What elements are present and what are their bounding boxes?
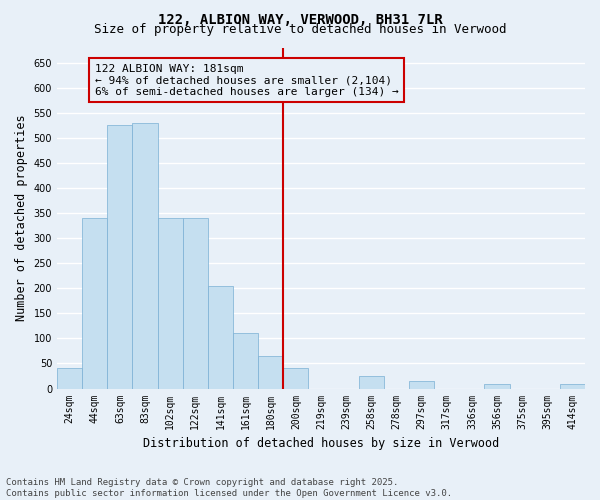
Bar [57,368,82,388]
Bar [208,286,233,389]
Bar [183,218,208,388]
Bar [82,218,107,388]
Text: 122, ALBION WAY, VERWOOD, BH31 7LR: 122, ALBION WAY, VERWOOD, BH31 7LR [158,12,442,26]
Bar [133,122,158,388]
Bar [258,356,283,388]
Bar [107,125,133,388]
Text: Contains HM Land Registry data © Crown copyright and database right 2025.
Contai: Contains HM Land Registry data © Crown c… [6,478,452,498]
Bar [409,381,434,388]
Bar [560,384,585,388]
Bar [233,334,258,388]
Bar [484,384,509,388]
X-axis label: Distribution of detached houses by size in Verwood: Distribution of detached houses by size … [143,437,499,450]
Text: 122 ALBION WAY: 181sqm
← 94% of detached houses are smaller (2,104)
6% of semi-d: 122 ALBION WAY: 181sqm ← 94% of detached… [95,64,398,96]
Bar [359,376,384,388]
Text: Size of property relative to detached houses in Verwood: Size of property relative to detached ho… [94,22,506,36]
Y-axis label: Number of detached properties: Number of detached properties [15,114,28,322]
Bar [158,218,183,388]
Bar [283,368,308,388]
